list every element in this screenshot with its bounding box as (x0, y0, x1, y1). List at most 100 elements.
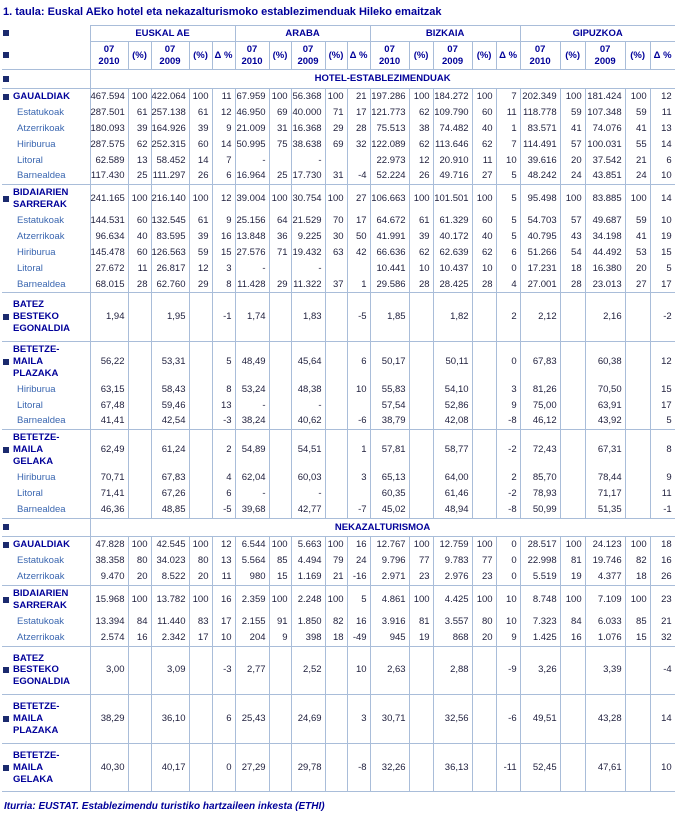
value-cell: 23 (471, 569, 497, 586)
value-cell: -2 (495, 485, 521, 502)
value-cell: 29 (188, 276, 212, 293)
value-cell: 39 (188, 228, 212, 245)
value-cell: 9.783 (432, 553, 473, 570)
value-cell: 17 (346, 104, 371, 121)
value-cell (408, 413, 434, 430)
row-label-text: Estatukoak (17, 106, 64, 118)
value-cell: 80 (127, 553, 151, 570)
value-cell: 38,79 (369, 413, 410, 430)
value-cell: 85 (624, 613, 651, 630)
row-label-text: Hiriburua (17, 383, 56, 395)
value-cell (268, 341, 292, 382)
row-block: BETETZE-MAILA GELAKA 62,49 61,24 2 54,89 54,5… (2, 429, 675, 519)
row-label-text: Hiriburua (17, 471, 56, 483)
value-cell: 204 (234, 629, 270, 647)
value-cell: 62 (408, 104, 434, 121)
value-cell: 16 (346, 536, 371, 554)
value-cell: 9 (495, 397, 521, 414)
value-cell: 1.850 (290, 613, 326, 630)
table-row: Estatukoak 287.501 61 257.138 61 12 46.950 69 40… (2, 104, 675, 121)
row-label: BIDAIARIEN SARRERAK (2, 185, 90, 213)
value-cell: 83.885 (584, 184, 626, 214)
value-cell: 100 (408, 184, 434, 214)
table-row: Litoral 71,41 67,26 6- -60,35 61,46 -2 78,93 71,… (2, 485, 675, 502)
value-cell: 71 (268, 244, 292, 261)
value-cell: 46,36 (89, 501, 128, 519)
value-cell (268, 743, 292, 792)
value-cell: 39.004 (234, 184, 270, 214)
row-block: BIDAIARIEN SARRERAK 241.165 100 216.140 100 1… (2, 184, 675, 293)
value-cell (188, 413, 212, 430)
value-cell: 25.156 (234, 213, 270, 229)
value-cell: 71,41 (89, 485, 128, 502)
value-cell: 11 (649, 104, 675, 121)
row-label: GAUALDIAK (2, 537, 90, 553)
value-cell: 59 (188, 244, 212, 261)
section-marker-icon (3, 447, 9, 454)
value-cell: 4.377 (584, 569, 626, 586)
value-cell: 9 (649, 469, 675, 486)
value-cell: 106.663 (369, 184, 410, 214)
value-cell (471, 485, 497, 502)
value-cell (624, 646, 651, 695)
value-cell: 18 (324, 629, 348, 647)
value-cell: 1,94 (89, 292, 128, 342)
value-cell: 17 (211, 613, 236, 630)
value-cell: 60,38 (584, 341, 626, 382)
value-cell: 180.093 (89, 120, 128, 137)
value-cell: 34.023 (150, 553, 189, 570)
value-cell: 27 (624, 276, 651, 293)
value-cell (127, 381, 151, 398)
value-cell: 27 (346, 184, 371, 214)
table-row: Litoral 27.672 11 26.817 12 3- -10.441 10 10.437… (2, 260, 675, 277)
value-cell: -1 (649, 501, 675, 519)
value-cell: 77 (408, 553, 434, 570)
region-header-row: EUSKAL AE ARABA BIZKAIA GIPUZKOA (2, 24, 675, 43)
value-cell: -4 (346, 168, 371, 185)
value-cell: 6 (211, 168, 236, 185)
value-cell: 63,15 (89, 381, 128, 398)
value-cell (559, 429, 586, 470)
row-label: Estatukoak (2, 553, 90, 569)
row-label-text: Litoral (17, 487, 43, 499)
value-cell: 9.225 (290, 228, 326, 245)
value-cell: 58,77 (432, 429, 473, 470)
value-cell (127, 469, 151, 486)
value-cell: 20 (624, 260, 651, 277)
value-cell: 100 (127, 585, 151, 614)
value-cell: 100 (471, 88, 497, 105)
value-cell: 7.109 (584, 585, 626, 614)
value-cell: 67,31 (584, 429, 626, 470)
value-cell: 18 (559, 260, 586, 277)
value-cell: 81,26 (519, 381, 561, 398)
value-cell (471, 501, 497, 519)
value-cell: 61.329 (432, 213, 473, 229)
period-previous-header: 07 2009 (290, 41, 326, 71)
value-cell: 84 (559, 613, 586, 630)
value-cell: 16 (346, 613, 371, 630)
value-cell: 26 (188, 168, 212, 185)
value-cell: 100 (324, 88, 348, 105)
value-cell: 257.138 (150, 104, 189, 121)
value-cell: 38.358 (89, 553, 128, 570)
value-cell: 11 (471, 152, 497, 169)
value-cell: 216.140 (150, 184, 189, 214)
value-cell: 42.545 (150, 536, 189, 554)
value-cell: 70 (324, 213, 348, 229)
value-cell (127, 397, 151, 414)
value-cell: 27,29 (234, 743, 270, 792)
value-cell: 41 (559, 120, 586, 137)
row-label: Barnealdea (2, 168, 90, 184)
value-cell (188, 485, 212, 502)
value-cell: 17 (346, 213, 371, 229)
value-cell: 75,00 (519, 397, 561, 414)
value-cell: 34.198 (584, 228, 626, 245)
value-cell: 10.441 (369, 260, 410, 277)
table-row: BETETZE-MAILA GELAKA 40,30 40,17 0 27,29 29,7… (2, 743, 675, 792)
value-cell: 54.703 (519, 213, 561, 229)
value-cell: 31 (324, 168, 348, 185)
value-cell: 21 (624, 152, 651, 169)
section-marker-icon (3, 30, 9, 37)
value-cell: 61 (188, 213, 212, 229)
value-cell: 61,24 (150, 429, 189, 470)
